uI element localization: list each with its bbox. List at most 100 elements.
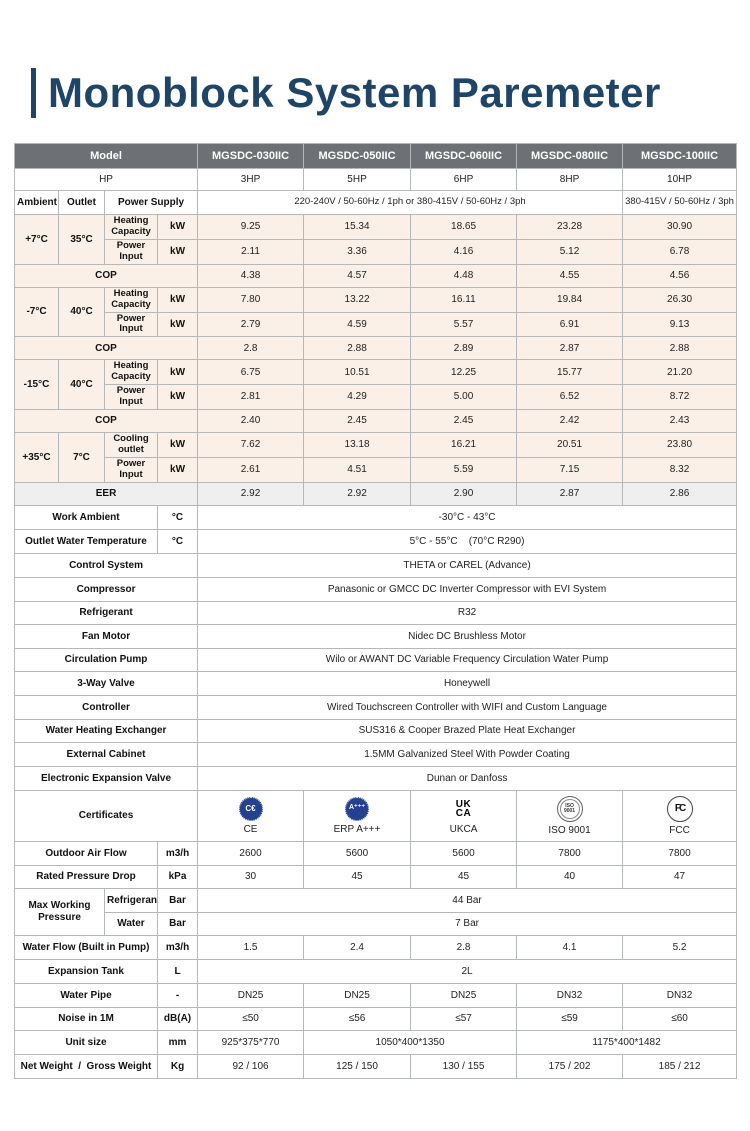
unit-mm: mm	[156, 1029, 199, 1055]
control-system-label: Control System	[13, 552, 199, 578]
power-supply-last: 380-415V / 50-60Hz / 3ph	[622, 190, 738, 215]
cooling-capacity-value: 13.18	[303, 432, 412, 458]
power-input-value: 3.36	[303, 238, 412, 265]
unit-m3h: m3/h	[156, 934, 199, 960]
power-input-value: 5.12	[516, 238, 624, 265]
iso-badge-line1: ISO	[565, 802, 574, 809]
compressor-label: Compressor	[13, 576, 199, 602]
ce-badge-icon: C€	[238, 796, 263, 821]
title-accent-bar	[31, 68, 36, 118]
hp-value: 5HP	[303, 168, 412, 191]
hp-value: 10HP	[622, 168, 738, 191]
power-input-label: Power Input	[104, 311, 158, 338]
water-flow-label: Water Flow (Built in Pump)	[14, 934, 158, 960]
power-input-value: 4.51	[303, 456, 412, 483]
outlet-temp: 7°C	[58, 432, 105, 483]
model-name: MGSDC-060IIC	[410, 143, 518, 169]
power-input-value: 6.78	[622, 238, 738, 265]
ukca-badge-line1: UK	[455, 798, 472, 810]
cop-value: 4.57	[303, 263, 412, 288]
water-pipe-value: DN25	[303, 982, 412, 1008]
unit-celsius: °C	[156, 504, 199, 530]
unit-size-label: Unit size	[14, 1029, 158, 1055]
electronic-expansion-valve-label: Electronic Expansion Valve	[13, 765, 199, 791]
cop-value: 2.45	[410, 409, 518, 434]
unit-size-value: 1175*400*1482	[516, 1029, 738, 1055]
heating-capacity-value: 18.65	[410, 214, 518, 240]
noise-label: Noise in 1M	[14, 1006, 158, 1031]
hp-value: 8HP	[516, 168, 624, 191]
heating-capacity-value: 10.51	[303, 359, 412, 386]
outlet-header: Outlet	[58, 190, 105, 215]
eer-value: 2.87	[516, 481, 624, 506]
unit-kw: kW	[156, 359, 199, 386]
power-input-label: Power Input	[104, 456, 158, 483]
weight-value: 130 / 155	[410, 1053, 518, 1079]
certificates-label: Certificates	[13, 789, 199, 842]
power-input-label: Power Input	[104, 238, 158, 265]
eer-value: 2.92	[303, 481, 412, 506]
certificate-iso9001: ISO 9001 ISO 9001	[516, 789, 624, 842]
power-input-value: 5.00	[410, 384, 518, 411]
expansion-tank-label: Expansion Tank	[14, 958, 158, 984]
water-flow-value: 1.5	[197, 934, 305, 960]
ambient-temp: +35°C	[14, 432, 59, 483]
unit-bar: Bar	[156, 887, 199, 913]
certificate-fcc: FC FCC	[622, 789, 738, 842]
heating-capacity-label: Heating Capacity	[104, 286, 158, 313]
power-input-value: 9.13	[622, 311, 738, 338]
model-name: MGSDC-080IIC	[516, 143, 624, 169]
refrigerant-label: Refrigerant	[13, 600, 199, 625]
iso-badge-line2: 9001	[563, 807, 576, 814]
erp-badge-text: A⁺⁺⁺	[348, 804, 366, 812]
outlet-water-temp-value: 5°C - 55°C (70°C R290)	[197, 528, 738, 554]
model-name: MGSDC-100IIC	[622, 143, 738, 169]
spec-table: Model MGSDC-030IIC MGSDC-050IIC MGSDC-06…	[13, 143, 738, 1079]
noise-value: ≤57	[410, 1006, 518, 1031]
eer-value: 2.90	[410, 481, 518, 506]
certificate-name: ISO 9001	[548, 824, 591, 836]
circulation-pump-value: Wilo or AWANT DC Variable Frequency Circ…	[197, 647, 738, 672]
heating-capacity-value: 12.25	[410, 359, 518, 386]
power-input-value: 8.32	[622, 456, 738, 483]
ambient-temp: +7°C	[14, 214, 59, 265]
noise-value: ≤56	[303, 1006, 412, 1031]
power-input-value: 5.57	[410, 311, 518, 338]
external-cabinet-value: 1.5MM Galvanized Steel With Powder Coati…	[197, 741, 738, 767]
cop-label: COP	[13, 409, 199, 434]
outdoor-air-flow-value: 2600	[197, 840, 305, 866]
power-input-value: 6.52	[516, 384, 624, 411]
hp-label: HP	[13, 168, 199, 191]
water-pipe-value: DN32	[622, 982, 738, 1008]
outdoor-air-flow-label: Outdoor Air Flow	[14, 840, 158, 866]
cop-value: 2.8	[197, 336, 305, 361]
water-pipe-value: DN25	[410, 982, 518, 1008]
heating-capacity-value: 7.80	[197, 286, 305, 313]
cooling-capacity-value: 16.21	[410, 432, 518, 458]
control-system-value: THETA or CAREL (Advance)	[197, 552, 738, 578]
mwp-refrigerant-value: 44 Bar	[197, 887, 738, 913]
erp-badge-icon: A⁺⁺⁺	[345, 796, 370, 821]
power-supply-label: Power Supply	[103, 190, 199, 215]
unit-size-value: 925*375*770	[197, 1029, 305, 1055]
unit-dba: dB(A)	[156, 1006, 199, 1031]
rated-pressure-drop-value: 30	[197, 864, 305, 889]
cooling-capacity-value: 20.51	[516, 432, 624, 458]
power-supply-main: 220-240V / 50-60Hz / 1ph or 380-415V / 5…	[197, 190, 624, 215]
noise-value: ≤59	[516, 1006, 624, 1031]
water-pipe-label: Water Pipe	[14, 982, 158, 1008]
controller-label: Controller	[13, 694, 199, 720]
power-input-value: 8.72	[622, 384, 738, 411]
heating-capacity-value: 16.11	[410, 286, 518, 313]
unit-kw: kW	[156, 214, 199, 240]
power-input-value: 4.16	[410, 238, 518, 265]
work-ambient-label: Work Ambient	[14, 504, 158, 530]
cooling-capacity-value: 23.80	[622, 432, 738, 458]
power-input-value: 2.79	[197, 311, 305, 338]
eer-value: 2.92	[197, 481, 305, 506]
fan-motor-value: Nidec DC Brushless Motor	[197, 623, 738, 649]
water-heating-exchanger-label: Water Heating Exchanger	[13, 718, 199, 743]
heating-capacity-label: Heating Capacity	[104, 214, 158, 240]
rated-pressure-drop-label: Rated Pressure Drop	[14, 864, 158, 889]
expansion-tank-value: 2L	[197, 958, 738, 984]
